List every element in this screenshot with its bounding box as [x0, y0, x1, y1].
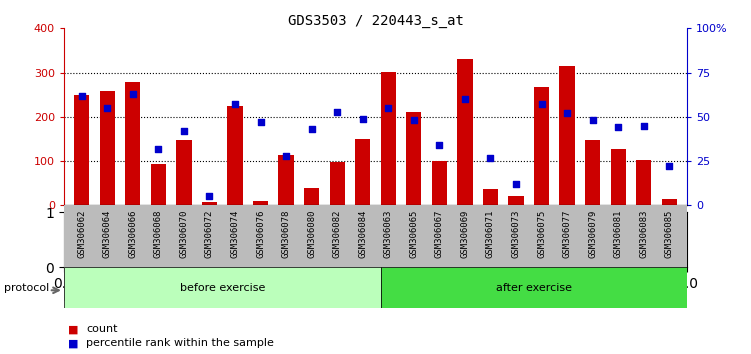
Point	[433, 142, 445, 148]
Text: GSM306075: GSM306075	[537, 210, 546, 258]
Text: GSM306077: GSM306077	[562, 210, 572, 258]
Text: ■: ■	[68, 338, 78, 348]
Point	[484, 155, 496, 160]
Point	[535, 102, 547, 107]
Text: GDS3503 / 220443_s_at: GDS3503 / 220443_s_at	[288, 14, 463, 28]
Point	[510, 181, 522, 187]
Text: GSM306064: GSM306064	[103, 210, 112, 258]
Point	[178, 128, 190, 134]
Text: GSM306065: GSM306065	[409, 210, 418, 258]
Bar	[508, 196, 523, 205]
Text: GSM306071: GSM306071	[486, 210, 495, 258]
Text: GSM306068: GSM306068	[154, 210, 163, 258]
Point	[76, 93, 88, 98]
Text: GSM306079: GSM306079	[588, 210, 597, 258]
Point	[638, 123, 650, 129]
Point	[382, 105, 394, 111]
Point	[204, 194, 216, 199]
Point	[587, 118, 599, 123]
Bar	[381, 72, 396, 205]
Bar	[355, 139, 370, 205]
Bar	[559, 66, 575, 205]
Bar	[279, 155, 294, 205]
Bar	[406, 113, 421, 205]
Text: GSM306076: GSM306076	[256, 210, 265, 258]
Text: GSM306072: GSM306072	[205, 210, 214, 258]
Bar	[202, 202, 217, 205]
Text: percentile rank within the sample: percentile rank within the sample	[86, 338, 274, 348]
Point	[459, 96, 471, 102]
Point	[408, 118, 420, 123]
Bar	[381, 267, 687, 308]
Text: GSM306066: GSM306066	[128, 210, 137, 258]
Point	[101, 105, 113, 111]
Text: GSM306069: GSM306069	[460, 210, 469, 258]
Bar	[611, 149, 626, 205]
Text: GSM306085: GSM306085	[665, 210, 674, 258]
Text: after exercise: after exercise	[496, 282, 572, 293]
Point	[255, 119, 267, 125]
Point	[152, 146, 164, 152]
Point	[331, 109, 343, 114]
Point	[561, 110, 573, 116]
Text: count: count	[86, 324, 118, 334]
Bar	[534, 87, 549, 205]
Point	[280, 153, 292, 159]
Point	[663, 164, 675, 169]
Bar	[100, 91, 115, 205]
Bar	[176, 140, 192, 205]
Text: GSM306083: GSM306083	[639, 210, 648, 258]
Bar	[74, 95, 89, 205]
Text: GSM306081: GSM306081	[614, 210, 623, 258]
Text: ■: ■	[68, 324, 78, 334]
Bar	[636, 160, 651, 205]
Bar	[457, 59, 472, 205]
Text: protocol: protocol	[4, 283, 49, 293]
Bar	[64, 267, 381, 308]
Bar	[432, 161, 447, 205]
Bar	[662, 199, 677, 205]
Text: GSM306070: GSM306070	[179, 210, 189, 258]
Text: GSM306084: GSM306084	[358, 210, 367, 258]
Text: GSM306073: GSM306073	[511, 210, 520, 258]
Bar	[304, 188, 319, 205]
Bar	[125, 82, 140, 205]
Text: GSM306082: GSM306082	[333, 210, 342, 258]
Point	[357, 116, 369, 121]
Bar	[228, 106, 243, 205]
Bar	[585, 140, 600, 205]
Bar	[483, 188, 498, 205]
Text: GSM306074: GSM306074	[231, 210, 240, 258]
Text: GSM306078: GSM306078	[282, 210, 291, 258]
Point	[127, 91, 139, 97]
Point	[306, 126, 318, 132]
Point	[612, 125, 624, 130]
Text: GSM306063: GSM306063	[384, 210, 393, 258]
Point	[229, 102, 241, 107]
Text: before exercise: before exercise	[179, 282, 265, 293]
Bar	[330, 162, 345, 205]
Text: GSM306067: GSM306067	[435, 210, 444, 258]
Text: GSM306062: GSM306062	[77, 210, 86, 258]
Text: GSM306080: GSM306080	[307, 210, 316, 258]
Bar	[253, 201, 268, 205]
Bar	[151, 164, 166, 205]
